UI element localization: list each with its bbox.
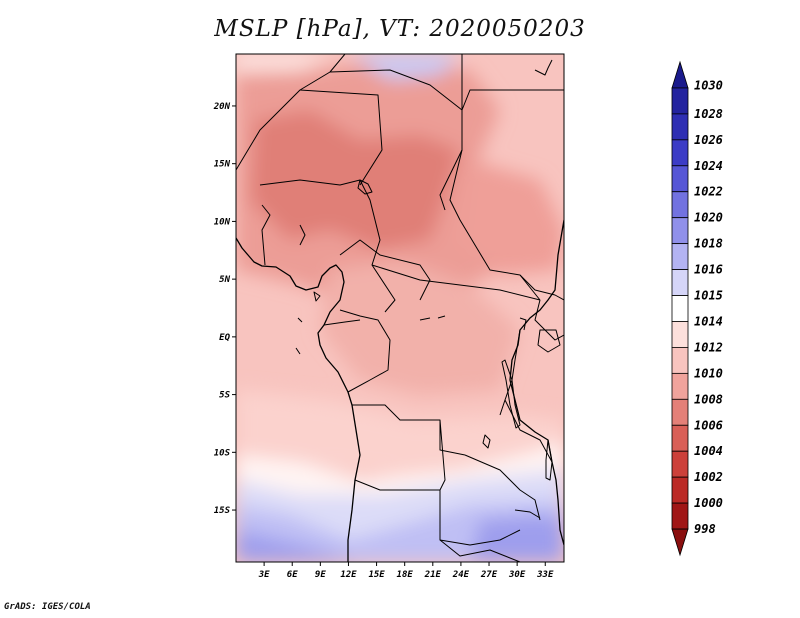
colorbar-label: 998 <box>694 522 716 536</box>
map-title: MSLP [hPa], VT: 2020050203 <box>214 16 586 42</box>
lon-tick-label: 27E <box>480 570 498 580</box>
colorbar-swatch <box>671 269 689 296</box>
lat-tick-label: 10S <box>214 448 231 458</box>
field-1015-north <box>350 54 460 80</box>
lake-volta <box>299 224 306 246</box>
colorbar-swatch <box>671 295 689 322</box>
colorbar-label: 1010 <box>694 366 723 380</box>
colorbar-label: 1018 <box>694 237 723 251</box>
longitude-axis: 3E 6E 9E 12E 15E 18E 21E 24E 27E 30E 33E <box>258 562 554 580</box>
lat-tick-label: 15N <box>214 160 231 170</box>
latitude-axis: 20N 15N 10N 5N EQ 5S 10S 15S <box>213 102 236 516</box>
border-mali-niger <box>299 89 383 186</box>
border-botswana <box>439 539 521 562</box>
colorbar-swatch <box>671 87 689 115</box>
lon-tick-label: 15E <box>368 570 385 580</box>
lat-tick-label: 5S <box>219 391 230 401</box>
colorbar-label: 1008 <box>694 392 723 406</box>
lon-tick-label: 3E <box>258 570 270 580</box>
lat-tick-label: 10N <box>214 217 231 227</box>
colorbar-swatch <box>671 243 689 270</box>
colorbar-bottom-arrow <box>671 528 689 557</box>
colorbar-label: 1006 <box>694 418 723 432</box>
lat-tick-label: 5N <box>219 275 230 285</box>
border-angola-drc <box>352 404 466 456</box>
lat-tick-label: 15S <box>214 506 231 516</box>
coast-gulf-detail <box>295 315 446 355</box>
border-ethiopia <box>519 274 564 301</box>
borders <box>236 54 564 562</box>
colorbar-swatch <box>671 476 689 504</box>
field-1012-south <box>236 390 564 480</box>
lon-tick-label: 9E <box>315 570 326 580</box>
border-namibia <box>354 479 440 491</box>
colorbar-label: 1002 <box>694 470 723 484</box>
lat-tick-label: 20N <box>213 102 231 112</box>
colorbar-label: 1020 <box>694 211 723 225</box>
colorbar-swatch <box>671 450 689 478</box>
colorbar-label: 1028 <box>694 107 723 121</box>
colorbar-swatch <box>671 502 689 530</box>
colorbar-swatch <box>671 113 689 141</box>
colorbar-swatch <box>671 398 689 426</box>
lon-tick-label: 24E <box>452 570 470 580</box>
colorbar-swatch <box>671 191 689 219</box>
border-zambia-east <box>464 454 541 521</box>
lake-mweru <box>482 434 491 449</box>
lon-tick-label: 33E <box>536 570 554 580</box>
colorbar-swatch <box>671 424 689 452</box>
colorbar-label: 1026 <box>694 133 723 147</box>
colorbar-label: 1024 <box>694 159 723 173</box>
field-1014-nw <box>236 54 330 70</box>
lake-victoria <box>537 329 561 353</box>
coastline-west-africa <box>236 237 361 562</box>
lon-tick-label: 30E <box>508 570 526 580</box>
colorbar-swatch <box>671 347 689 374</box>
border-car-drc <box>371 264 541 301</box>
lon-tick-label: 18E <box>397 570 414 580</box>
map-frame <box>235 53 565 563</box>
colorbar-label: 1015 <box>694 289 723 303</box>
nile-red-sea <box>534 59 553 76</box>
field-1006-core <box>250 110 460 250</box>
border-burkina-ghana <box>259 179 396 313</box>
border-gabon <box>323 319 361 326</box>
border-libya-egypt <box>461 54 564 111</box>
colorbar-swatch <box>671 321 689 348</box>
border-congo <box>339 309 391 393</box>
lake-tanganyika <box>501 359 521 429</box>
field-1018 <box>236 515 564 562</box>
lake-albert <box>519 317 527 331</box>
colorbar-label: 1004 <box>694 444 723 458</box>
colorbar-label: 1000 <box>694 496 723 510</box>
colorbar-swatch <box>671 139 689 167</box>
lon-tick-label: 6E <box>287 570 298 580</box>
colorbar-label: 1014 <box>694 314 723 328</box>
lake-malawi <box>545 439 553 481</box>
field-1010-central <box>320 260 520 395</box>
pressure-field <box>236 54 564 562</box>
border-cameroon <box>339 239 431 301</box>
lat-tick-label: EQ <box>219 333 230 343</box>
colorbar-swatch <box>671 372 689 400</box>
border-chad-sudan <box>449 149 541 301</box>
colorbar-swatch <box>671 217 689 245</box>
colorbar: 1030 1028 1026 1024 1022 1020 1018 1016 1015 1014… <box>671 60 723 557</box>
border-nigeria <box>261 204 271 266</box>
colorbar-top-arrow <box>671 60 689 89</box>
coastline-east-africa <box>509 219 564 546</box>
colorbar-label: 1030 <box>694 78 723 92</box>
island-bioko <box>313 291 321 302</box>
colorbar-swatch <box>671 165 689 193</box>
field-1008-east <box>460 160 564 275</box>
colorbar-label: 1022 <box>694 185 723 199</box>
colorbar-label: 1012 <box>694 340 723 354</box>
colorbar-label: 1016 <box>694 263 723 277</box>
grads-credit: GrADS: IGES/COLA <box>4 602 91 612</box>
lon-tick-label: 21E <box>424 570 442 580</box>
lake-kariba <box>514 509 541 519</box>
lake-chad <box>357 179 373 195</box>
lon-tick-label: 12E <box>340 570 357 580</box>
